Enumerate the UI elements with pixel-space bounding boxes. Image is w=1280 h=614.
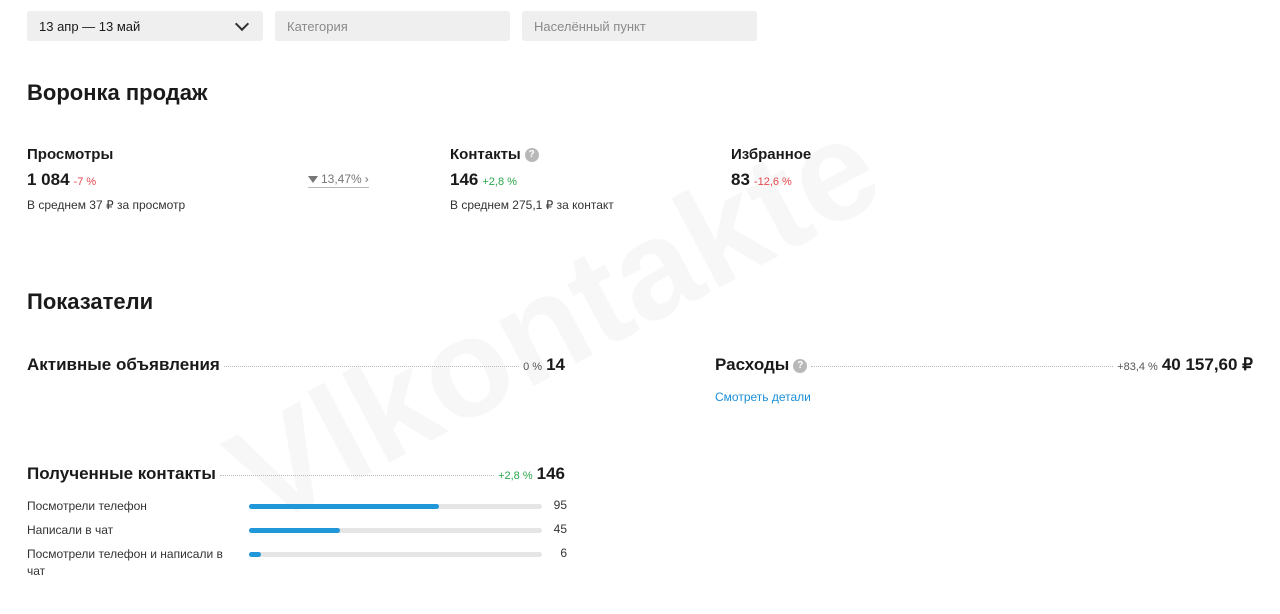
received-contacts-value: 146 — [536, 464, 565, 483]
category-placeholder: Категория — [287, 18, 348, 34]
favorites-label: Избранное — [731, 146, 812, 163]
breakdown-label: Написали в чат — [27, 523, 114, 537]
dotted-leader — [223, 366, 520, 367]
received-contacts-pct: +2,8 % — [498, 470, 533, 482]
received-contacts-row: Полученные контакты +2,8 % 146 — [27, 464, 565, 484]
funnel-title: Воронка продаж — [27, 80, 208, 105]
contacts-label: Контакты — [450, 146, 521, 163]
contacts-value: 146 — [450, 170, 479, 189]
views-delta: -7 % — [73, 176, 97, 188]
active-ads-row: Активные объявления 0 % 14 — [27, 355, 565, 375]
contacts-delta: +2,8 % — [482, 176, 517, 188]
breakdown-value: 45 — [553, 522, 567, 536]
expenses-value: 40 157,60 ₽ — [1161, 355, 1253, 374]
breakdown-bar-track — [249, 552, 542, 557]
contacts-label-row: Контакты? — [450, 146, 539, 163]
date-range-value: 13 апр — 13 май — [39, 18, 141, 34]
chevron-down-icon — [234, 16, 250, 32]
dotted-leader — [811, 366, 1114, 367]
view-details-link[interactable]: Смотреть детали — [715, 390, 811, 404]
active-ads-label: Активные объявления — [27, 355, 220, 374]
breakdown-bar-track — [249, 528, 542, 533]
location-input[interactable]: Населённый пункт — [522, 11, 757, 41]
help-icon[interactable]: ? — [524, 148, 539, 163]
breakdown-value: 6 — [560, 546, 567, 560]
favorites-value: 83 — [731, 170, 750, 189]
breakdown-value: 95 — [553, 498, 567, 512]
funnel-icon — [308, 175, 318, 183]
views-metric: 1 084 -7 % — [27, 170, 96, 190]
contacts-breakdown-row: Посмотрели телефон 95 — [27, 498, 567, 518]
breakdown-label: Посмотрели телефон — [27, 499, 147, 513]
expenses-pct: +83,4 % — [1117, 361, 1158, 373]
metrics-title: Показатели — [27, 289, 154, 314]
active-ads-pct: 0 % — [523, 361, 543, 373]
breakdown-bar-fill — [249, 528, 340, 533]
conversion-value: 13,47% — [321, 172, 362, 186]
breakdown-bar-fill — [249, 504, 440, 509]
contacts-sub: В среднем 275,1 ₽ за контакт — [450, 198, 614, 212]
expenses-row: Расходы ? +83,4 % 40 157,60 ₽ — [715, 355, 1253, 375]
views-value: 1 084 — [27, 170, 70, 189]
expenses-label: Расходы — [715, 355, 790, 374]
breakdown-label: Посмотрели телефон и написали в чат — [27, 547, 223, 578]
chevron-right-icon: › — [364, 172, 369, 186]
contacts-metric: 146 +2,8 % — [450, 170, 517, 190]
views-label: Просмотры — [27, 146, 114, 163]
favorites-delta: -12,6 % — [753, 176, 792, 188]
views-sub: В среднем 37 ₽ за просмотр — [27, 198, 186, 212]
conversion-link[interactable]: 13,47% › — [308, 172, 369, 188]
contacts-breakdown-row: Посмотрели телефон и написали в чат 6 — [27, 546, 567, 582]
category-input[interactable]: Категория — [275, 11, 510, 41]
received-contacts-label: Полученные контакты — [27, 464, 216, 483]
active-ads-value: 14 — [546, 355, 565, 374]
help-icon[interactable]: ? — [793, 359, 808, 373]
breakdown-bar-track — [249, 504, 542, 509]
dotted-leader — [219, 475, 495, 476]
location-placeholder: Населённый пункт — [534, 18, 646, 34]
breakdown-bar-fill — [249, 552, 261, 557]
favorites-metric: 83 -12,6 % — [731, 170, 792, 190]
contacts-breakdown-row: Написали в чат 45 — [27, 522, 567, 542]
date-range-select[interactable]: 13 апр — 13 май — [27, 11, 263, 41]
